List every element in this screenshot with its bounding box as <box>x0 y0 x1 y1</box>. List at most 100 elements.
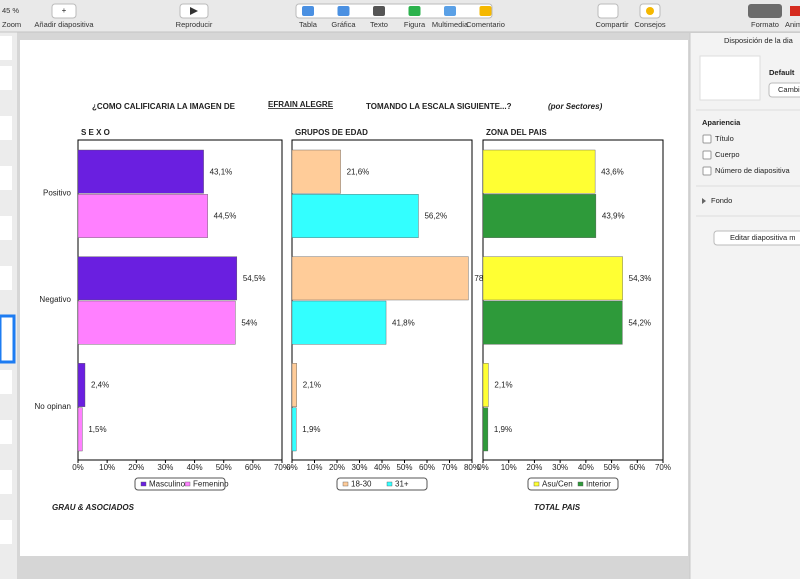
format-button[interactable] <box>748 4 782 18</box>
format-label: Formato <box>751 20 779 29</box>
checkbox[interactable] <box>702 166 712 176</box>
value-label: 54,3% <box>629 274 652 283</box>
value-label: 43,1% <box>210 167 233 176</box>
bar <box>482 256 623 301</box>
x-tick-label: 0% <box>72 463 84 472</box>
legend-label: 31+ <box>395 480 409 489</box>
slide-title-pre: ¿COMO CALIFICARIA LA IMAGEN DE <box>92 102 236 111</box>
toolbar-icon[interactable] <box>444 6 456 16</box>
add-slide-button[interactable] <box>51 3 77 19</box>
x-tick-label: 70% <box>274 463 290 472</box>
thumbnail[interactable] <box>0 470 12 494</box>
legend-label: Masculino <box>149 480 186 489</box>
thumbnail-selected[interactable] <box>0 314 16 364</box>
change-button[interactable] <box>768 82 800 98</box>
share-label: Compartir <box>596 20 629 29</box>
insert-items: Tabla Gráfica Texto Figura MultimediaComenta… <box>299 6 505 29</box>
x-tick-label: 30% <box>157 463 173 472</box>
x-tick-label: 50% <box>604 463 620 472</box>
share-button[interactable] <box>597 3 619 19</box>
x-tick-label: 30% <box>552 463 568 472</box>
legend-label: 18-30 <box>351 480 372 489</box>
animate-label: Anim <box>785 20 800 29</box>
category-label: Negativo <box>39 295 71 304</box>
x-tick-label: 20% <box>329 463 345 472</box>
toolbar-icon[interactable] <box>337 6 350 16</box>
bar <box>291 300 387 345</box>
toolbar-label: Comentario <box>466 20 505 29</box>
thumbnail[interactable] <box>0 166 12 190</box>
toolbar-icon[interactable] <box>302 6 314 16</box>
edit-master-button[interactable] <box>713 230 800 246</box>
chart-title: S E X O <box>81 128 110 137</box>
value-label: 21,6% <box>347 167 370 176</box>
footer-right: TOTAL PAIS <box>534 503 581 512</box>
thumbnail[interactable] <box>0 370 12 394</box>
thumbnail[interactable] <box>0 66 12 90</box>
toolbar-label: Multimedia <box>432 20 469 29</box>
chart-title: ZONA DEL PAIS <box>486 128 547 137</box>
toolbar-icon[interactable] <box>373 6 385 16</box>
x-tick-label: 10% <box>306 463 322 472</box>
option-label: Cuerpo <box>715 150 740 159</box>
x-tick-label: 10% <box>99 463 115 472</box>
value-label: 43,6% <box>601 167 624 176</box>
play-icon <box>190 7 198 15</box>
option-label: Número de diapositiva <box>715 166 790 175</box>
thumbnail[interactable] <box>0 116 12 140</box>
slide-subtitle: (por Sectores) <box>548 102 603 111</box>
appearance-label: Apariencia <box>702 118 741 127</box>
bar <box>77 300 236 345</box>
toolbar-icon[interactable] <box>479 6 492 16</box>
legend-swatch <box>342 481 349 487</box>
legend <box>527 477 619 491</box>
bar <box>291 256 469 301</box>
change-label: Cambi <box>778 85 800 94</box>
option-label: Título <box>715 134 734 143</box>
x-tick-label: 70% <box>441 463 457 472</box>
legend-swatch <box>184 481 191 487</box>
inspector <box>690 33 800 579</box>
legend-swatch <box>577 481 584 487</box>
slide-title-post: TOMANDO LA ESCALA SIGUIENTE...? <box>366 102 512 111</box>
thumbnail[interactable] <box>0 420 12 444</box>
category-label: No opinan <box>35 402 71 411</box>
x-tick-label: 60% <box>245 463 261 472</box>
value-label: 2,1% <box>303 381 321 390</box>
x-tick-label: 50% <box>216 463 232 472</box>
value-label: 41,8% <box>392 318 415 327</box>
zoom-label: Zoom <box>2 20 21 29</box>
thumbnail[interactable] <box>0 266 12 290</box>
checkbox[interactable] <box>702 150 712 160</box>
thumbnail[interactable] <box>0 36 12 60</box>
background-label: Fondo <box>711 196 732 205</box>
slide-title-name: EFRAIN ALEGRE <box>268 100 334 109</box>
thumbnail[interactable] <box>0 216 12 240</box>
bar <box>482 194 597 238</box>
value-label: 1,9% <box>302 425 320 434</box>
x-tick-label: 30% <box>351 463 367 472</box>
value-label: 54% <box>241 318 257 327</box>
value-label: 54,5% <box>243 274 266 283</box>
add-slide-label: Añadir diapositiva <box>34 20 94 29</box>
master-preview[interactable] <box>699 55 761 101</box>
zoom-value[interactable]: 45 % <box>2 6 19 15</box>
x-tick-label: 60% <box>419 463 435 472</box>
x-tick-label: 80% <box>464 463 480 472</box>
animate-icon[interactable] <box>790 6 800 16</box>
x-tick-label: 10% <box>501 463 517 472</box>
plus-icon: + <box>62 6 67 15</box>
play-label: Reproducir <box>176 20 213 29</box>
bar <box>291 149 341 194</box>
checkbox[interactable] <box>702 134 712 144</box>
toolbar-label: Texto <box>370 20 388 29</box>
tips-label: Consejos <box>634 20 666 29</box>
thumbnail[interactable] <box>0 520 12 544</box>
disclosure-icon[interactable] <box>702 198 706 204</box>
inspector-header: Disposición de la dia <box>724 36 794 45</box>
category-label: Positivo <box>43 188 72 197</box>
bar <box>482 149 596 194</box>
toolbar-icon[interactable] <box>408 6 421 16</box>
toolbar-label: Figura <box>404 20 426 29</box>
